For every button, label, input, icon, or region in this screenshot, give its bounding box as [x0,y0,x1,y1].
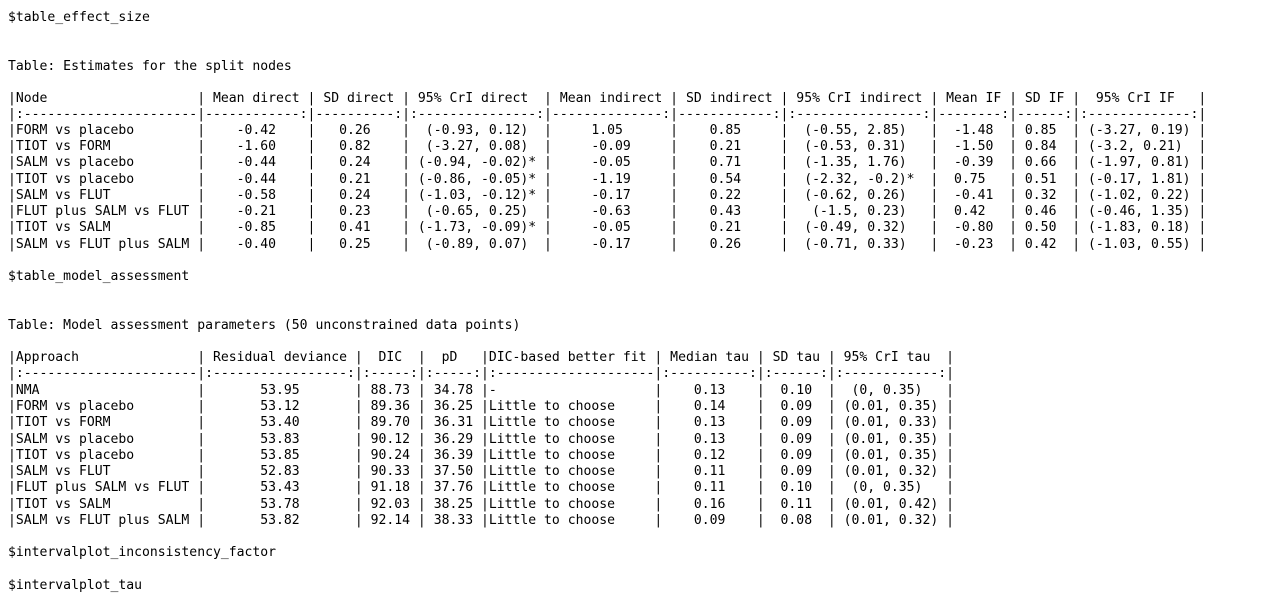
table-row: |TIOT vs FORM | 53.40 | 89.70 | 36.31 |L… [8,415,954,430]
table-row: |FLUT plus SALM vs FLUT | 53.43 | 91.18 … [8,480,954,495]
table-separator-model-assessment: |:----------------------|:--------------… [8,366,954,381]
table-row: |TIOT vs FORM | -1.60 | 0.82 | (-3.27, 0… [8,139,1207,154]
table-row: |FORM vs placebo | -0.42 | 0.26 | (-0.93… [8,123,1207,138]
table-row: |SALM vs placebo | 53.83 | 90.12 | 36.29… [8,432,954,447]
table-row: |TIOT vs SALM | 53.78 | 92.03 | 38.25 |L… [8,497,954,512]
table-row: |TIOT vs placebo | 53.85 | 90.24 | 36.39… [8,448,954,463]
table-row: |FLUT plus SALM vs FLUT | -0.21 | 0.23 |… [8,204,1207,219]
console-output[interactable]: $table_effect_size Table: Estimates for … [8,0,1258,607]
table-row: |NMA | 53.95 | 88.73 | 34.78 |- | 0.13 |… [8,383,954,398]
table-row: |SALM vs FLUT plus SALM | 53.82 | 92.14 … [8,513,954,528]
table-row: |SALM vs FLUT plus SALM | -0.40 | 0.25 |… [8,237,1207,252]
table-row: |TIOT vs SALM | -0.85 | 0.41 | (-1.73, -… [8,220,1207,235]
table-row: |SALM vs placebo | -0.44 | 0.24 | (-0.94… [8,155,1207,170]
table-row: |SALM vs FLUT | 52.83 | 90.33 | 37.50 |L… [8,464,954,479]
table-caption-effect-size: Table: Estimates for the split nodes [8,59,292,74]
table-header-model-assessment: |Approach | Residual deviance | DIC | pD… [8,350,954,365]
table-separator-effect-size: |:----------------------|------------:|-… [8,107,1207,122]
var-intervalplot-tau: $intervalplot_tau [8,578,143,593]
table-row: |SALM vs FLUT | -0.58 | 0.24 | (-1.03, -… [8,188,1207,203]
table-row: |FORM vs placebo | 53.12 | 89.36 | 36.25… [8,399,954,414]
var-intervalplot-inconsistency-factor: $intervalplot_inconsistency_factor [8,545,277,560]
var-table-effect-size: $table_effect_size [8,10,150,25]
table-row: |TIOT vs placebo | -0.44 | 0.21 | (-0.86… [8,172,1207,187]
table-header-effect-size: |Node | Mean direct | SD direct | 95% Cr… [8,91,1207,106]
var-table-model-assessment: $table_model_assessment [8,269,190,284]
table-caption-model-assessment: Table: Model assessment parameters (50 u… [8,318,521,333]
